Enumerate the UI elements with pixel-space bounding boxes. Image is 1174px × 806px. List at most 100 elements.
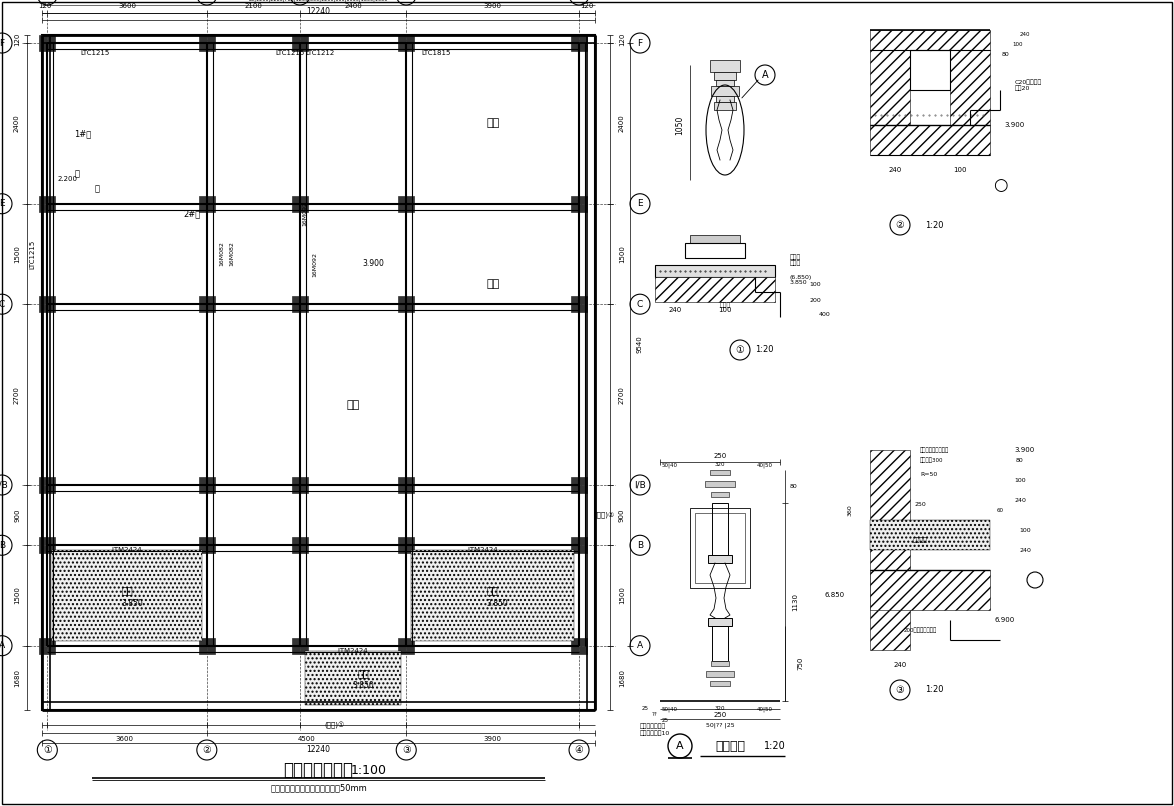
Text: C: C: [636, 300, 643, 309]
Bar: [571, 35, 587, 51]
Bar: [690, 508, 750, 588]
Text: 书房: 书房: [486, 118, 499, 128]
Text: 100: 100: [1019, 527, 1031, 533]
Bar: [398, 296, 414, 312]
Bar: [39, 477, 55, 493]
Text: 240: 240: [893, 662, 906, 668]
Text: 240: 240: [1019, 547, 1031, 552]
Text: 20|1200|2280|780|1200|600|1200|600|1050|1800|1050: 20|1200|2280|780|1200|600|1200|600|1050|…: [249, 0, 389, 2]
Text: 100: 100: [718, 307, 731, 313]
Text: 3.900: 3.900: [1014, 447, 1035, 453]
Text: A: A: [0, 642, 5, 650]
Text: 成品罗马柱购买: 成品罗马柱购买: [640, 723, 667, 729]
Text: LTC1215: LTC1215: [275, 50, 304, 56]
Text: 80: 80: [790, 484, 798, 488]
Text: C: C: [0, 300, 5, 309]
Text: 2700: 2700: [14, 385, 20, 404]
Bar: [870, 570, 990, 610]
Bar: [198, 296, 215, 312]
Bar: [655, 277, 775, 302]
Bar: [870, 30, 990, 50]
Bar: [39, 35, 55, 51]
Bar: [292, 638, 308, 654]
Bar: [198, 477, 215, 493]
Text: 上: 上: [75, 169, 80, 178]
Bar: [53, 550, 202, 641]
Bar: [198, 35, 215, 51]
Bar: [870, 50, 910, 130]
Bar: [950, 50, 990, 130]
Text: 100: 100: [1013, 43, 1024, 48]
Text: 1:100: 1:100: [351, 763, 386, 776]
Text: 2#卫: 2#卫: [183, 210, 201, 218]
Text: 40|50: 40|50: [757, 706, 772, 712]
Text: ??: ??: [652, 713, 657, 717]
Text: LTC1215: LTC1215: [81, 50, 110, 56]
Text: 250: 250: [915, 502, 926, 508]
Text: 2.200: 2.200: [58, 176, 77, 181]
Text: 1:20: 1:20: [764, 741, 785, 751]
Text: 3600: 3600: [119, 3, 136, 9]
Text: 1130: 1130: [792, 593, 798, 611]
Text: 320: 320: [715, 707, 726, 712]
Text: ①: ①: [736, 345, 744, 355]
Text: E: E: [637, 199, 643, 208]
Text: LTM2424: LTM2424: [467, 547, 498, 553]
Text: 2400: 2400: [619, 114, 625, 132]
Bar: [706, 481, 735, 487]
Text: 卧室: 卧室: [486, 279, 499, 289]
Bar: [198, 538, 215, 553]
Text: 120: 120: [38, 3, 52, 9]
Text: 露台: 露台: [357, 668, 369, 678]
Bar: [39, 296, 55, 312]
Text: 4500: 4500: [298, 736, 316, 742]
Text: 水泥钉
密封膏: 水泥钉 密封膏: [790, 254, 801, 266]
Bar: [711, 626, 728, 661]
Bar: [398, 477, 414, 493]
Text: 油膏嵌缝: 油膏嵌缝: [912, 538, 927, 542]
Text: ②: ②: [202, 745, 211, 755]
Bar: [398, 538, 414, 553]
Bar: [39, 538, 55, 553]
Text: 60: 60: [997, 508, 1004, 513]
Bar: [655, 265, 775, 277]
Text: ○: ○: [993, 176, 1007, 194]
Text: (金属)②: (金属)②: [594, 512, 614, 518]
Text: 1680: 1680: [619, 669, 625, 687]
Bar: [684, 243, 745, 258]
Bar: [571, 477, 587, 493]
Bar: [571, 296, 587, 312]
Text: 客厅: 客厅: [346, 400, 359, 409]
Bar: [198, 196, 215, 212]
Text: 二层平面布置图: 二层平面布置图: [283, 761, 353, 779]
Text: 50|?? |25: 50|?? |25: [706, 722, 734, 728]
Text: 2400: 2400: [344, 3, 362, 9]
Bar: [910, 50, 950, 90]
Bar: [398, 196, 414, 212]
Text: 16M082: 16M082: [220, 242, 224, 267]
Text: LTC1215: LTC1215: [29, 239, 35, 268]
Bar: [714, 72, 736, 80]
Text: LTM2424: LTM2424: [112, 547, 142, 553]
Bar: [571, 196, 587, 212]
Text: 6.900: 6.900: [994, 617, 1016, 623]
Text: ④: ④: [575, 745, 583, 755]
Text: 320: 320: [715, 463, 726, 467]
Bar: [690, 235, 740, 243]
Text: 2100: 2100: [244, 3, 262, 9]
Bar: [571, 538, 587, 553]
Bar: [292, 296, 308, 312]
Text: E: E: [0, 199, 5, 208]
Bar: [710, 681, 730, 686]
Text: 80: 80: [1017, 458, 1024, 463]
Bar: [571, 638, 587, 654]
Text: 200: 200: [809, 297, 821, 302]
Bar: [708, 618, 733, 626]
Text: 12240: 12240: [306, 746, 331, 754]
Text: 900: 900: [14, 509, 20, 521]
Bar: [716, 96, 734, 102]
Text: 120: 120: [14, 32, 20, 46]
Text: ③: ③: [402, 745, 411, 755]
Text: 80: 80: [1001, 52, 1008, 57]
Text: 净距不得大于10: 净距不得大于10: [640, 730, 670, 736]
